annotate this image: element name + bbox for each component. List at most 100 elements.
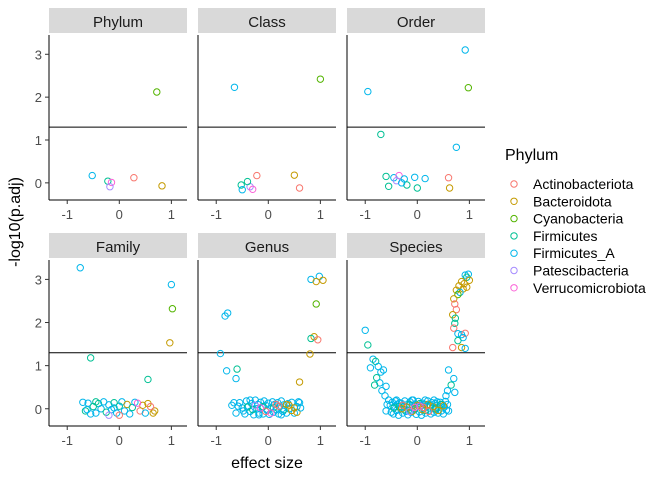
legend-entry-label: Bacteroidota: [533, 193, 612, 209]
x-tick-label: 0: [265, 433, 272, 448]
data-point: [390, 404, 398, 412]
data-point: [267, 409, 275, 417]
legend-entry-label: Firmicutes_A: [533, 245, 615, 261]
data-point: [399, 401, 407, 410]
data-point: [364, 341, 372, 349]
facet-panel-genus: Genus -1 0 1: [197, 233, 336, 448]
data-point: [319, 276, 327, 284]
data-point: [366, 364, 375, 372]
legend-key: [510, 249, 518, 257]
data-point: [306, 350, 314, 358]
data-point: [232, 374, 240, 383]
x-tick-label: -1: [359, 433, 371, 448]
data-point: [461, 271, 469, 279]
data-point: [239, 407, 248, 415]
data-point: [222, 367, 231, 375]
x-tick-label: 1: [168, 207, 175, 222]
y-tick-label: 2: [35, 316, 42, 331]
data-point: [439, 402, 448, 410]
data-point: [312, 300, 320, 308]
x-tick-label: 0: [265, 207, 272, 222]
y-tick-label: 3: [35, 47, 42, 62]
data-point: [316, 75, 325, 83]
data-point: [144, 375, 152, 384]
x-tick-label: 0: [116, 433, 123, 448]
data-point: [250, 411, 258, 419]
y-tick-label: 1: [35, 359, 42, 374]
data-point: [275, 402, 283, 410]
data-point: [377, 130, 385, 139]
data-point: [295, 184, 304, 192]
data-point: [405, 407, 414, 416]
x-tick-label: 0: [414, 207, 421, 222]
data-point: [408, 396, 416, 404]
data-point: [86, 354, 95, 362]
x-tick-label: -1: [210, 207, 222, 222]
data-point: [149, 409, 157, 417]
data-point: [382, 407, 390, 415]
legend-key: [510, 266, 518, 275]
x-tick-label: 1: [317, 433, 324, 448]
data-point: [282, 400, 291, 409]
x-tick-label: -1: [61, 207, 73, 222]
data-point: [361, 326, 369, 334]
data-point: [97, 405, 105, 413]
data-point: [444, 366, 453, 374]
data-point: [465, 276, 474, 284]
data-point: [444, 407, 453, 415]
facet-strip-label: Species: [389, 239, 442, 256]
data-point: [419, 403, 428, 412]
data-point: [261, 407, 270, 416]
data-point: [444, 174, 453, 182]
data-point: [394, 411, 403, 419]
data-point: [447, 381, 455, 389]
data-point: [430, 396, 438, 404]
data-point: [293, 408, 301, 416]
x-tick-label: -1: [210, 433, 222, 448]
facet-strip: [49, 233, 187, 258]
data-point: [456, 288, 464, 297]
data-point: [421, 174, 429, 183]
x-tick-label: 1: [317, 207, 324, 222]
facet-strip: [198, 8, 336, 33]
y-tick-label: 2: [35, 90, 42, 105]
data-point: [166, 339, 174, 347]
data-point: [450, 295, 458, 303]
data-point: [434, 406, 442, 415]
data-point: [256, 404, 265, 412]
data-point: [452, 286, 461, 294]
data-point: [294, 398, 303, 406]
legend-title: Phylum: [505, 147, 558, 164]
data-point: [452, 143, 461, 151]
data-point: [464, 84, 473, 92]
y-tick-label: 0: [35, 176, 42, 191]
data-point: [105, 411, 113, 419]
x-tick-label: 1: [466, 207, 473, 222]
data-point: [151, 407, 159, 415]
data-point: [233, 365, 241, 373]
data-point: [126, 410, 134, 418]
data-point: [79, 398, 87, 406]
facet-panel-species: Species -1 0 1: [346, 233, 485, 448]
facet-strip-label: Phylum: [93, 14, 143, 31]
legend-key: [510, 197, 518, 206]
data-point: [392, 396, 401, 404]
data-point: [237, 181, 245, 189]
data-point: [246, 396, 254, 404]
data-point: [92, 398, 100, 406]
data-point: [295, 378, 304, 386]
data-point: [130, 174, 138, 182]
data-point: [230, 83, 239, 91]
data-point: [450, 374, 458, 383]
legend-key: [510, 284, 518, 292]
data-point: [421, 396, 429, 404]
x-tick-label: 0: [414, 433, 421, 448]
facet-panel-phylum: Phylum -1 0 1 0 1 2 3: [35, 8, 187, 222]
data-point: [133, 399, 142, 407]
data-point: [307, 334, 315, 343]
facet-strip: [49, 8, 187, 33]
data-point: [260, 397, 268, 405]
